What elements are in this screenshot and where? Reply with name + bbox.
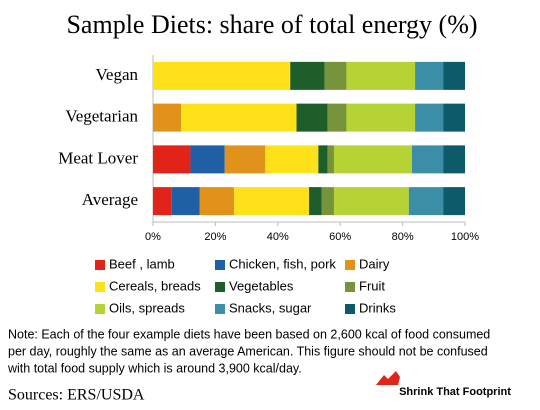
note-line: Note: Each of the four example diets hav… (8, 327, 490, 341)
x-tick-label: 20% (204, 231, 226, 243)
note-line: with total food supply which is around 3… (7, 361, 302, 375)
bar-segment (324, 61, 347, 90)
legend-label: Vegetables (229, 278, 294, 293)
legend-label: Cereals, breads (109, 278, 201, 293)
legend-swatch (345, 304, 355, 314)
logo-icon (376, 371, 400, 385)
y-tick-label: Vegetarian (65, 107, 138, 126)
legend-swatch (95, 282, 105, 292)
bar-segment (265, 145, 319, 174)
bar-segment (318, 145, 328, 174)
bar-segment (408, 187, 444, 216)
legend-swatch (215, 304, 225, 314)
bar-segment (333, 187, 409, 216)
bar-segment (346, 61, 416, 90)
bar-segment (290, 61, 325, 90)
bar-segment (171, 187, 200, 216)
y-tick-label: Meat Lover (58, 148, 138, 167)
bar-segment (190, 145, 225, 174)
x-tick-label: 60% (329, 231, 351, 243)
bar-segment (224, 145, 266, 174)
legend-label: Oils, spreads (109, 300, 185, 315)
bar-segment (153, 187, 172, 216)
legend-label: Chicken, fish, pork (229, 256, 336, 271)
legend-label: Snacks, sugar (229, 300, 312, 315)
bar-segment (321, 187, 334, 216)
legend-swatch (345, 282, 355, 292)
bar-segment (296, 103, 328, 132)
x-tick-label: 40% (267, 231, 289, 243)
y-tick-label: Average (82, 190, 138, 209)
bar-segment (346, 103, 416, 132)
note-line: per day, roughly the same as an average … (8, 344, 488, 358)
bar-segment (333, 145, 412, 174)
logo-text: Shrink That Footprint (399, 386, 511, 398)
bar-segment (234, 187, 309, 216)
legend-label: Dairy (359, 256, 390, 271)
legend-swatch (345, 260, 355, 270)
bar-segment (199, 187, 235, 216)
x-tick-label: 100% (451, 231, 479, 243)
legend-swatch (95, 260, 105, 270)
bar-segment (153, 103, 182, 132)
bar-segment (309, 187, 322, 216)
y-tick-label: Vegan (96, 65, 139, 84)
bar-segment (415, 61, 444, 90)
legend-label: Beef , lamb (109, 256, 175, 271)
legend-label: Drinks (359, 300, 396, 315)
bar-segment (327, 103, 347, 132)
source: Sources: ERS/USDA (8, 387, 145, 404)
bar-segment (443, 145, 465, 174)
legend-swatch (215, 260, 225, 270)
bar-segment (327, 145, 334, 174)
legend-swatch (215, 282, 225, 292)
bar-segment (415, 103, 444, 132)
bar-segment (153, 61, 291, 90)
bar-segment (443, 103, 465, 132)
bar-segment (411, 145, 444, 174)
x-tick-label: 80% (392, 231, 414, 243)
legend-swatch (95, 304, 105, 314)
logo: Shrink That Footprint (376, 371, 511, 398)
legend-label: Fruit (359, 278, 385, 293)
x-tick-label: 0% (145, 231, 161, 243)
bar-segment (443, 61, 465, 90)
bar-segment (181, 103, 297, 132)
bar-segment (443, 187, 465, 216)
bar-segment (153, 145, 191, 174)
chart-title: Sample Diets: share of total energy (%) (66, 10, 477, 39)
